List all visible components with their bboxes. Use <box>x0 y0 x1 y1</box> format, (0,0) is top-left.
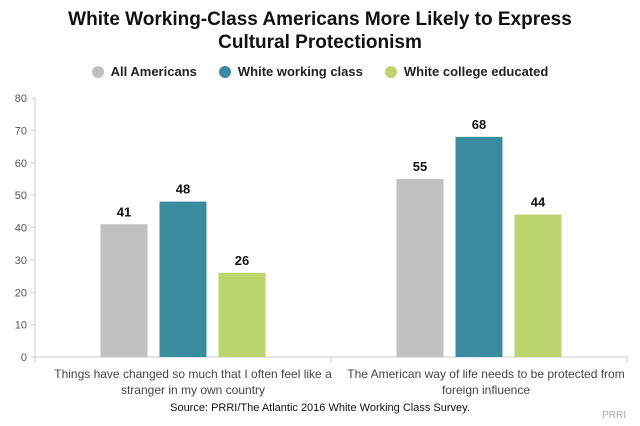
y-tick-label: 70 <box>15 125 27 137</box>
y-tick-label: 20 <box>15 287 27 299</box>
chart-title-line-1: White Working-Class Americans More Likel… <box>68 9 572 30</box>
bar <box>100 224 148 357</box>
source-note: Source: PRRI/The Atlantic 2016 White Wor… <box>170 402 470 414</box>
bar <box>455 136 503 357</box>
chart-title: White Working-Class Americans More Likel… <box>0 8 640 54</box>
legend-swatch-all-americans <box>91 65 104 78</box>
data-label: 68 <box>472 117 486 132</box>
y-tick-label: 60 <box>15 158 27 170</box>
y-tick-label: 40 <box>15 223 27 235</box>
bar <box>514 214 562 357</box>
data-label: 55 <box>413 159 427 174</box>
y-tick-label: 30 <box>15 255 27 267</box>
category-label-stranger: Things have changed so much that I often… <box>54 367 332 397</box>
chart-title-line-2: Cultural Protectionism <box>218 32 422 53</box>
bar <box>396 178 444 357</box>
y-tick-label: 50 <box>15 190 27 202</box>
legend-item-all-americans: All Americans <box>91 64 197 79</box>
data-label: 44 <box>531 195 546 210</box>
legend-item-white-working-class: White working class <box>218 64 363 79</box>
legend-item-white-college-educated: White college educated <box>384 64 549 79</box>
y-tick-label: 0 <box>21 352 27 364</box>
bar <box>218 272 266 357</box>
legend-swatch-white-college-educated <box>384 65 397 78</box>
legend-label-white-college-educated: White college educated <box>403 64 549 79</box>
data-label: 26 <box>235 253 249 268</box>
data-label: 48 <box>176 182 190 197</box>
legend-swatch-white-working-class <box>218 65 231 78</box>
chart-legend: All Americans White working class White … <box>0 64 640 79</box>
legend-label-all-americans: All Americans <box>110 64 197 79</box>
y-tick-label: 80 <box>15 93 27 105</box>
category-label-way-of-life: The American way of life needs to be pro… <box>347 367 625 397</box>
data-label: 41 <box>117 204 131 219</box>
bar <box>159 201 207 357</box>
credit-text: PRRI <box>602 410 626 421</box>
legend-label-white-working-class: White working class <box>237 64 363 79</box>
y-tick-label: 10 <box>15 320 27 332</box>
